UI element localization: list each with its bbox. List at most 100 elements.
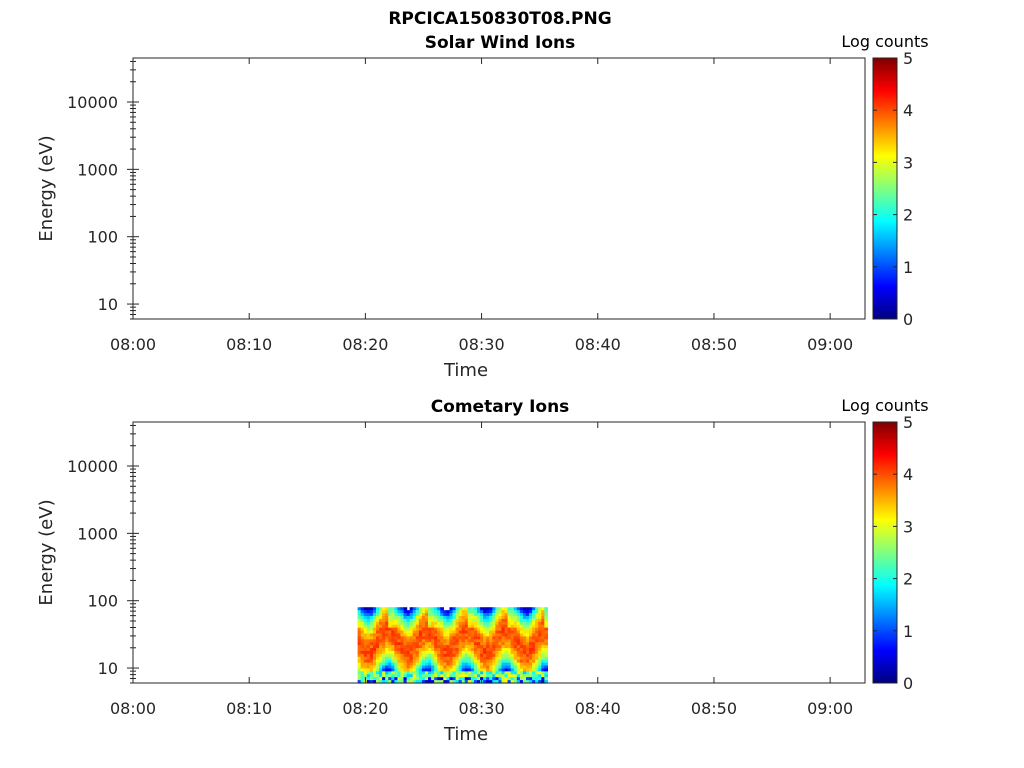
spectrogram-cell <box>440 642 444 646</box>
spectrogram-cell <box>529 674 533 678</box>
spectrogram-cell <box>446 633 451 637</box>
spectrogram-cell <box>385 642 389 646</box>
spectrogram-cell <box>532 671 536 675</box>
spectrogram-cell <box>409 624 414 629</box>
spectrogram-cell <box>400 680 405 684</box>
spectrogram-cell <box>437 624 441 629</box>
spectrogram-cell <box>357 653 362 658</box>
spectrogram-cell <box>406 645 411 649</box>
spectrogram-cell <box>480 633 484 637</box>
spectrogram-cell <box>516 618 521 623</box>
spectrogram-cell <box>409 636 414 640</box>
spectrogram-cell <box>409 662 414 667</box>
spectrogram-cell <box>415 630 420 635</box>
spectrogram-cell <box>391 674 395 678</box>
spectrogram-cell <box>409 659 414 664</box>
spectrogram-cell <box>388 618 392 623</box>
spectrogram-cell <box>424 671 429 675</box>
spectrogram-cell <box>532 645 536 649</box>
spectrogram-cell <box>372 621 377 626</box>
spectrogram-cell <box>486 630 490 635</box>
spectrogram-cell <box>522 607 527 611</box>
spectrogram-cell <box>382 656 386 661</box>
spectrogram-cell <box>529 636 533 640</box>
spectrogram-cell <box>379 650 383 655</box>
spectrogram-cell <box>418 653 423 658</box>
spectrogram-cell <box>440 671 444 675</box>
spectrogram-cell <box>366 607 371 611</box>
spectrogram-cell <box>360 648 365 652</box>
spectrogram-cell <box>391 665 395 670</box>
spectrogram-cell <box>492 627 496 632</box>
spectrogram-cell <box>418 659 423 664</box>
spectrogram-cell <box>400 656 405 661</box>
spectrogram-cell <box>510 630 515 635</box>
spectrogram-cell <box>495 636 500 640</box>
spectrogram-cell <box>458 650 463 655</box>
spectrogram-cell <box>480 653 484 658</box>
spectrogram-cell <box>470 613 475 617</box>
spectrogram-cell <box>394 680 399 684</box>
spectrogram-cell <box>443 645 447 649</box>
spectrogram-cell <box>403 662 408 667</box>
spectrogram-cell <box>519 645 524 649</box>
spectrogram-cell <box>473 659 478 664</box>
x-tick-label: 08:10 <box>226 699 272 718</box>
spectrogram-cell <box>446 668 451 672</box>
spectrogram-cell <box>519 659 524 664</box>
spectrogram-cell <box>532 633 536 637</box>
spectrogram-cell <box>467 648 472 652</box>
spectrogram-cell <box>428 653 432 658</box>
spectrogram-cell <box>504 645 509 649</box>
spectrogram-cell <box>498 630 503 635</box>
spectrogram-cell <box>538 636 542 640</box>
spectrogram-cell <box>452 662 457 667</box>
spectrogram-cell <box>483 624 487 629</box>
spectrogram-cell <box>532 653 536 658</box>
spectrogram-cell <box>400 613 405 617</box>
spectrogram-cell <box>421 674 426 678</box>
spectrogram-cell <box>538 624 542 629</box>
spectrogram-cell <box>452 621 457 626</box>
spectrogram-cell <box>376 630 380 635</box>
spectrogram-cell <box>391 650 395 655</box>
spectrogram-cell <box>366 662 371 667</box>
spectrogram-cell <box>477 615 481 620</box>
spectrogram-cell <box>504 610 509 614</box>
spectrogram-cell <box>385 630 389 635</box>
spectrogram-cell <box>470 659 475 664</box>
spectrogram-cell <box>421 677 426 681</box>
spectrogram-cell <box>421 662 426 667</box>
spectrogram-cell <box>372 680 377 684</box>
spectrogram-cell <box>412 680 417 684</box>
spectrogram-cell <box>391 639 395 643</box>
spectrogram-cell <box>431 607 435 611</box>
spectrogram-cell <box>446 674 451 678</box>
spectrogram-cell <box>489 671 493 675</box>
spectrogram-cell <box>516 680 521 684</box>
spectrogram-cell <box>492 613 496 617</box>
spectrogram-cell <box>449 674 454 678</box>
spectrogram-cell <box>492 668 496 672</box>
spectrogram-cell <box>428 645 432 649</box>
spectrogram-cell <box>428 680 432 684</box>
spectrogram-cell <box>538 656 542 661</box>
spectrogram-cell <box>467 650 472 655</box>
spectrogram-cell <box>489 613 493 617</box>
spectrogram-cell <box>452 618 457 623</box>
spectrogram-cell <box>382 621 386 626</box>
spectrogram-cell <box>363 607 368 611</box>
spectrogram-cell <box>489 642 493 646</box>
spectrogram-cell <box>535 659 539 664</box>
spectrogram-cell <box>510 671 515 675</box>
spectrogram-cell <box>516 645 521 649</box>
spectrogram-cell <box>473 668 478 672</box>
spectrogram-cell <box>428 627 432 632</box>
spectrogram-cell <box>403 680 408 684</box>
spectrogram-cell <box>415 642 420 646</box>
spectrogram-cell <box>400 639 405 643</box>
spectrogram-cell <box>504 659 509 664</box>
spectrogram-cell <box>443 662 447 667</box>
x-tick-label: 08:40 <box>575 699 621 718</box>
spectrogram-cell <box>532 607 536 611</box>
